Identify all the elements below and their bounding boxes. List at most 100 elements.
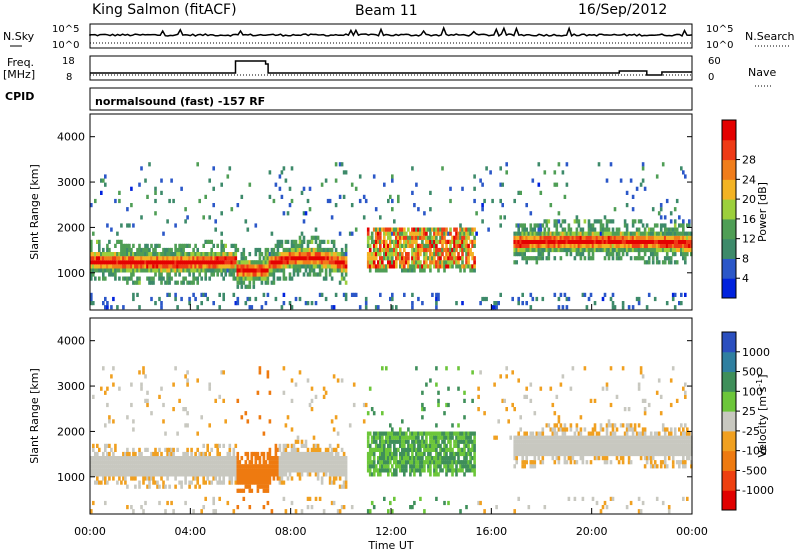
heatmap-cell	[336, 468, 340, 473]
heatmap-cell	[160, 456, 163, 461]
heatmap-cell	[122, 260, 125, 265]
heatmap-cell	[631, 235, 635, 240]
heatmap-cell	[635, 231, 639, 236]
heatmap-cell	[429, 460, 432, 465]
heatmap-cell	[417, 207, 420, 212]
heatmap-cell	[278, 476, 282, 481]
heatmap-cell	[122, 252, 125, 257]
heatmap-cell	[320, 480, 324, 485]
heatmap-cell	[569, 456, 573, 461]
heatmap-cell	[665, 235, 669, 240]
heatmap-cell	[190, 264, 193, 269]
heatmap-cell	[162, 268, 165, 273]
heatmap-cell	[609, 239, 613, 244]
heatmap-cell	[385, 231, 388, 236]
heatmap-cell	[387, 260, 390, 265]
heatmap-cell	[399, 247, 402, 253]
heatmap-cell	[411, 305, 414, 310]
heatmap-cell	[539, 431, 543, 436]
heatmap-cell	[605, 505, 609, 510]
heatmap-cell	[218, 472, 222, 477]
colorbar-tick-label: 25	[742, 405, 756, 418]
heatmap-cell	[391, 509, 394, 514]
heatmap-cell	[128, 252, 131, 257]
heatmap-cell	[362, 402, 366, 408]
heatmap-cell	[415, 456, 418, 461]
heatmap-cell	[248, 488, 252, 493]
heatmap-cell	[669, 211, 673, 216]
heatmap-cell	[248, 296, 252, 302]
heatmap-cell	[583, 435, 587, 440]
heatmap-cell	[132, 460, 135, 465]
heatmap-cell	[108, 272, 111, 277]
heatmap-cell	[609, 443, 613, 448]
freq-tick-top: 18	[62, 56, 75, 67]
heatmap-cell	[631, 243, 635, 248]
heatmap-cell	[182, 243, 185, 248]
heatmap-cell	[571, 235, 575, 240]
heatmap-cell	[214, 264, 218, 269]
heatmap-cell	[690, 460, 693, 465]
heatmap-cell	[539, 190, 543, 195]
heatmap-cell	[653, 443, 657, 448]
heatmap-cell	[579, 447, 583, 452]
heatmap-cell	[174, 476, 177, 481]
heatmap-cell	[108, 468, 111, 473]
heatmap-cell	[226, 256, 230, 261]
heatmap-cell	[533, 235, 537, 240]
heatmap-cell	[429, 190, 432, 195]
heatmap-cell	[647, 402, 651, 408]
heatmap-cell	[655, 447, 659, 452]
heatmap-cell	[461, 435, 464, 440]
heatmap-cell	[503, 398, 507, 403]
heatmap-cell	[138, 252, 141, 257]
heatmap-cell	[124, 451, 127, 457]
heatmap-cell	[140, 256, 143, 261]
heatmap-cell	[212, 456, 216, 461]
heatmap-cell	[415, 468, 418, 473]
heatmap-cell	[383, 239, 386, 244]
heatmap-cell	[577, 431, 581, 436]
heatmap-cell	[240, 272, 244, 277]
heatmap-cell	[302, 211, 306, 216]
heatmap-cell	[603, 443, 607, 448]
heatmap-cell	[198, 484, 202, 489]
heatmap-cell	[160, 264, 163, 269]
heatmap-cell	[491, 198, 494, 204]
heatmap-cell	[543, 231, 547, 236]
heatmap-cell	[523, 231, 527, 236]
heatmap-cell	[473, 464, 476, 469]
heatmap-cell	[585, 451, 589, 457]
heatmap-cell	[170, 264, 173, 269]
heatmap-cell	[517, 301, 521, 306]
heatmap-cell	[370, 447, 374, 452]
heatmap-cell	[597, 162, 601, 167]
heatmap-cell	[515, 260, 519, 265]
heatmap-cell	[120, 256, 123, 261]
heatmap-cell	[455, 243, 458, 248]
heatmap-cell	[132, 447, 135, 452]
noise-left-tick-top: 10^5	[52, 24, 79, 35]
heatmap-cell	[397, 464, 400, 469]
heatmap-cell	[399, 243, 402, 248]
heatmap-cell	[324, 464, 328, 469]
heatmap-cell	[551, 435, 555, 440]
heatmap-cell	[224, 264, 228, 269]
heatmap-cell	[465, 456, 468, 461]
heatmap-cell	[302, 186, 306, 191]
heatmap-cell	[463, 415, 466, 420]
heatmap-cell	[262, 456, 266, 461]
heatmap-cell	[326, 451, 330, 457]
heatmap-cell	[308, 264, 312, 269]
heatmap-cell	[238, 488, 242, 493]
heatmap-cell	[385, 247, 388, 253]
heatmap-cell	[573, 460, 577, 465]
heatmap-cell	[379, 256, 382, 261]
heatmap-cell	[503, 215, 507, 220]
heatmap-cell	[377, 443, 380, 448]
heatmap-cell	[455, 435, 458, 440]
heatmap-cell	[419, 268, 422, 273]
heatmap-cell	[555, 431, 559, 436]
heatmap-cell	[401, 268, 404, 273]
heatmap-cell	[611, 231, 615, 236]
